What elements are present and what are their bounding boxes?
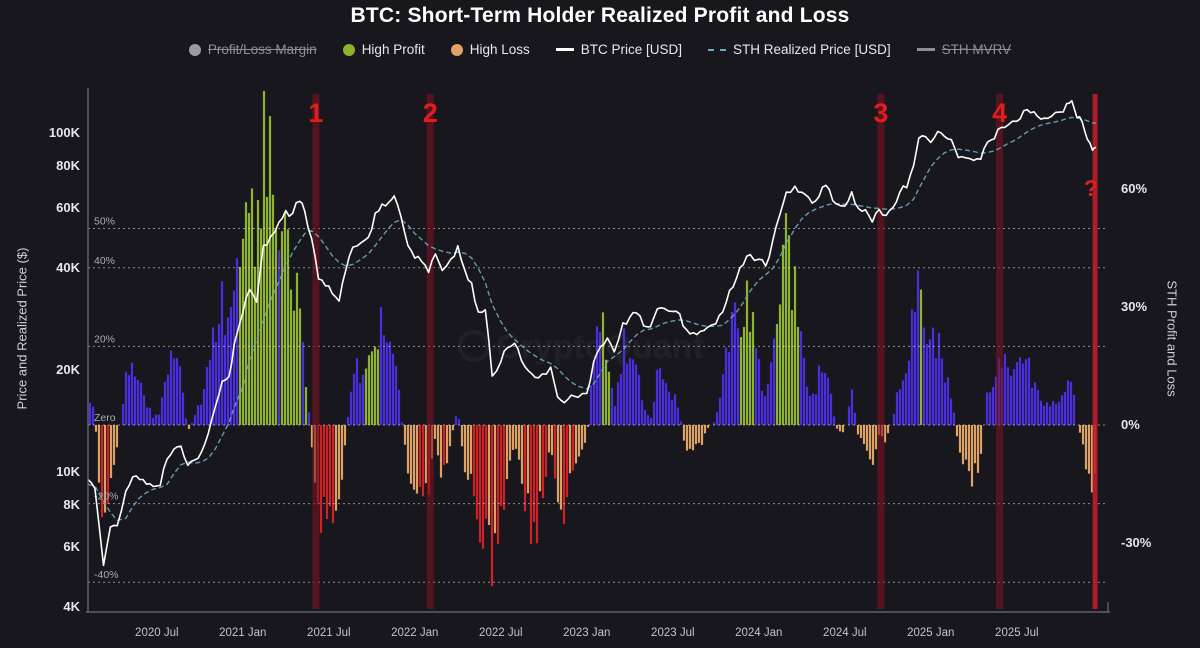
legend-item-sth-realized-price-usd-[interactable]: STH Realized Price [USD] <box>708 42 891 57</box>
y-left-tick: 40K <box>56 260 80 275</box>
x-axis-tick: 2024 Jul <box>823 627 866 639</box>
legend-item-label: STH MVRV <box>941 42 1012 57</box>
legend-item-sth-mvrv[interactable]: STH MVRV <box>916 42 1012 57</box>
chart-title: BTC: Short-Term Holder Realized Profit a… <box>350 4 850 27</box>
margin-gridline-label: -40% <box>94 569 119 581</box>
legend-item-high-profit[interactable]: High Profit <box>342 42 425 57</box>
watermark: CryptoQuant <box>458 328 704 366</box>
btc-price-line <box>87 99 1097 567</box>
y-left-tick: 6K <box>63 539 80 554</box>
x-axis-tick: 2021 Jul <box>307 627 350 639</box>
x-axis-tick: 2020 Jul <box>135 627 178 639</box>
x-axis-tick: 2022 Jul <box>479 627 522 639</box>
legend-item-profit-loss-margin[interactable]: Profit/Loss Margin <box>188 42 317 57</box>
x-axis-tick: 2021 Jan <box>219 627 266 639</box>
dash-swatch-icon <box>708 48 727 51</box>
line-swatch-icon <box>555 48 574 51</box>
legend-item-label: High Loss <box>469 42 530 57</box>
pnl-histogram <box>88 90 1097 587</box>
x-axis-tick: 2025 Jul <box>995 627 1038 639</box>
event-label-3: 3 <box>873 98 888 128</box>
legend-item-label: BTC Price [USD] <box>580 42 683 57</box>
margin-gridline-label: -20% <box>94 491 119 503</box>
x-axis-tick: 2023 Jan <box>563 627 610 639</box>
legend-item-label: Profit/Loss Margin <box>207 42 317 57</box>
y-left-tick: 20K <box>56 362 80 377</box>
x-axis-tick: 2023 Jul <box>651 627 694 639</box>
line-swatch-icon <box>916 48 935 51</box>
y-left-tick: 4K <box>63 599 80 614</box>
event-label-1: 1 <box>308 98 323 128</box>
y-left-tick: 100K <box>49 125 81 140</box>
legend: Profit/Loss Margin High Profit High Loss BT… <box>0 42 1200 57</box>
y-left-tick: 80K <box>56 158 80 173</box>
y-right-tick: -30% <box>1121 535 1152 550</box>
event-markers: 1 2 3 4? <box>308 94 1098 609</box>
margin-gridline-label: 20% <box>94 333 115 345</box>
sth-realized-price-line <box>87 116 1096 522</box>
dot-swatch-icon <box>188 43 201 56</box>
event-label-4: 4 <box>992 98 1007 128</box>
y-right-tick: 60% <box>1121 181 1147 196</box>
y-right-tick: 30% <box>1121 299 1147 314</box>
y-left-tick: 10K <box>56 464 80 479</box>
y-left-tick: 60K <box>56 200 80 215</box>
y-axis-title-left: Price and Realized Price ($) <box>14 247 30 410</box>
event-label-2: 2 <box>423 98 438 128</box>
legend-item-label: STH Realized Price [USD] <box>733 42 891 57</box>
margin-gridline-label: 40% <box>94 255 115 267</box>
margin-gridline-label: 50% <box>94 216 115 228</box>
margin-gridline-label: Zero <box>94 412 116 424</box>
legend-item-btc-price-usd-[interactable]: BTC Price [USD] <box>555 42 683 57</box>
x-axis-tick: 2024 Jan <box>735 627 782 639</box>
event-label-?: ? <box>1084 175 1098 201</box>
dot-swatch-icon <box>342 43 355 56</box>
dot-swatch-icon <box>450 43 463 56</box>
y-right-tick: 0% <box>1121 417 1140 432</box>
legend-item-label: High Profit <box>361 42 425 57</box>
x-axis-tick: 2025 Jan <box>907 627 954 639</box>
legend-item-high-loss[interactable]: High Loss <box>450 42 530 57</box>
margin-gridlines: 50% 40% 20% Zero -20% -40% <box>88 216 1108 583</box>
y-axis-title-right: STH Profit and Loss <box>1164 280 1180 397</box>
x-axis-tick: 2022 Jan <box>391 627 438 639</box>
axes: 100K 80K 60K 40K 20K 10K 8K 6K 4K 60% 30% 0% -30% 202… <box>49 88 1152 639</box>
y-left-tick: 8K <box>63 497 80 512</box>
